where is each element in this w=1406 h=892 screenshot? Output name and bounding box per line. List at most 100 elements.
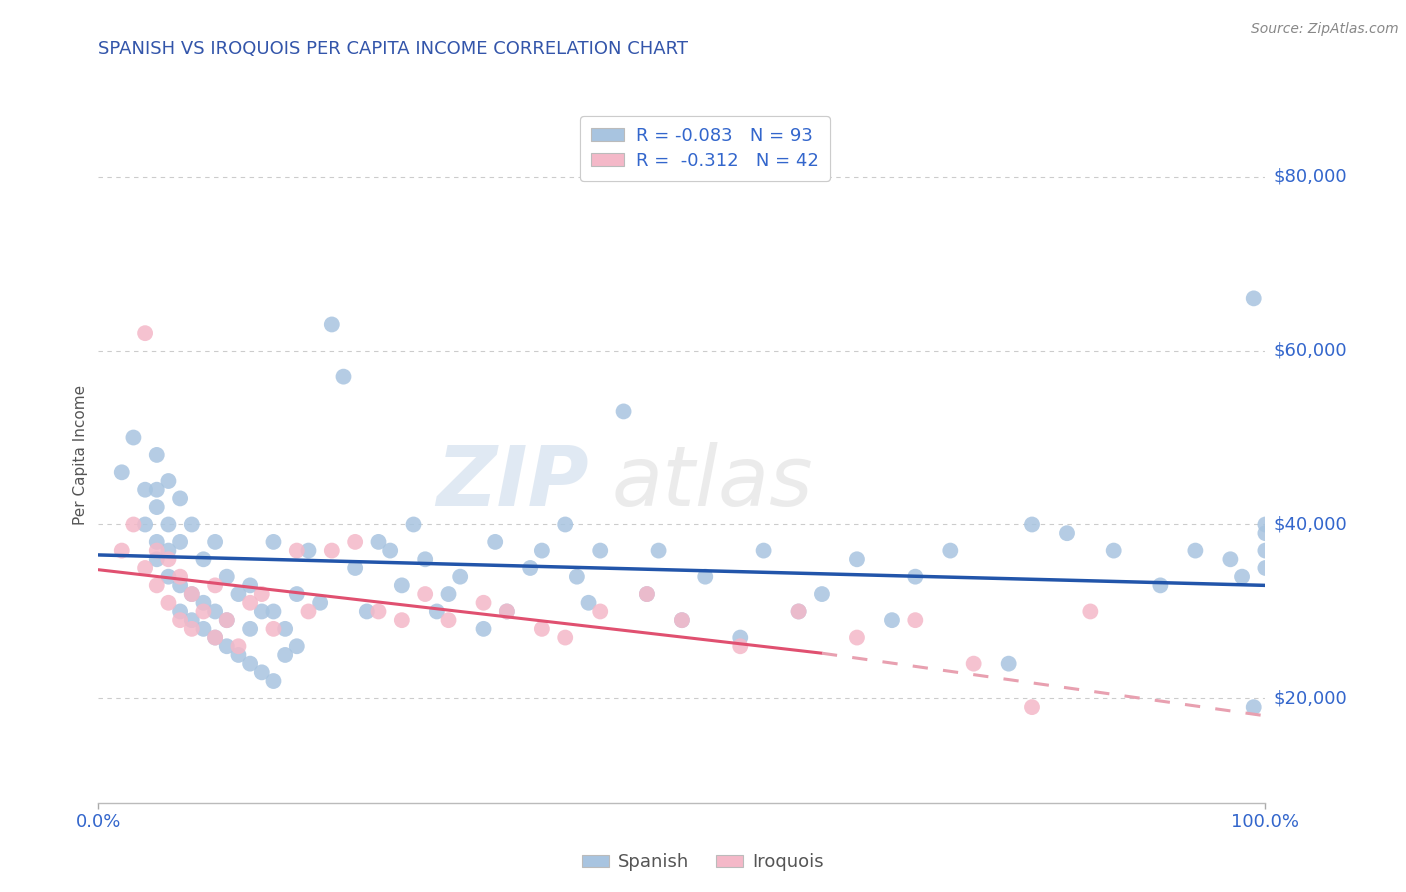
Point: [367, 605, 389, 619]
Point: [962, 657, 984, 671]
Point: [111, 543, 134, 558]
Point: [367, 534, 389, 549]
Point: [239, 578, 262, 592]
Point: [413, 587, 436, 601]
Point: [519, 561, 541, 575]
Point: [589, 605, 612, 619]
Point: [146, 448, 169, 462]
Point: [997, 657, 1019, 671]
Point: [344, 534, 367, 549]
Point: [146, 543, 169, 558]
Point: [215, 639, 238, 653]
Point: [565, 570, 588, 584]
Point: [146, 500, 169, 514]
Point: [204, 631, 226, 645]
Point: [146, 534, 169, 549]
Point: [250, 587, 273, 601]
Point: [169, 613, 191, 627]
Point: [1243, 291, 1265, 305]
Point: [228, 587, 250, 601]
Point: [169, 570, 191, 584]
Point: [157, 596, 180, 610]
Point: [647, 543, 669, 558]
Point: [169, 605, 191, 619]
Text: Source: ZipAtlas.com: Source: ZipAtlas.com: [1251, 22, 1399, 37]
Point: [321, 318, 343, 332]
Point: [554, 517, 576, 532]
Legend: Spanish, Iroquois: Spanish, Iroquois: [575, 847, 831, 879]
Point: [378, 543, 402, 558]
Point: [262, 534, 284, 549]
Point: [239, 657, 262, 671]
Legend: R = -0.083   N = 93, R =  -0.312   N = 42: R = -0.083 N = 93, R = -0.312 N = 42: [581, 116, 830, 181]
Point: [636, 587, 658, 601]
Point: [285, 543, 308, 558]
Point: [180, 587, 202, 601]
Point: [204, 631, 226, 645]
Point: [1021, 517, 1043, 532]
Point: [671, 613, 693, 627]
Point: [1184, 543, 1206, 558]
Point: [157, 543, 180, 558]
Point: [250, 605, 273, 619]
Point: [193, 596, 215, 610]
Point: [180, 613, 202, 627]
Point: [193, 622, 215, 636]
Text: SPANISH VS IROQUOIS PER CAPITA INCOME CORRELATION CHART: SPANISH VS IROQUOIS PER CAPITA INCOME CO…: [98, 40, 689, 58]
Point: [1021, 700, 1043, 714]
Point: [495, 605, 517, 619]
Point: [157, 474, 180, 488]
Point: [472, 596, 495, 610]
Point: [356, 605, 378, 619]
Point: [845, 552, 868, 566]
Point: [437, 587, 460, 601]
Point: [250, 665, 273, 680]
Point: [1254, 517, 1277, 532]
Point: [413, 552, 436, 566]
Point: [880, 613, 903, 627]
Point: [204, 578, 226, 592]
Point: [1243, 700, 1265, 714]
Point: [530, 543, 553, 558]
Point: [146, 578, 169, 592]
Text: atlas: atlas: [612, 442, 814, 524]
Text: $60,000: $60,000: [1274, 342, 1347, 359]
Text: $80,000: $80,000: [1274, 168, 1347, 186]
Point: [274, 622, 297, 636]
Point: [169, 578, 191, 592]
Point: [730, 631, 752, 645]
Point: [578, 596, 600, 610]
Point: [426, 605, 449, 619]
Point: [787, 605, 810, 619]
Point: [904, 570, 927, 584]
Point: [589, 543, 612, 558]
Point: [239, 596, 262, 610]
Point: [193, 605, 215, 619]
Point: [811, 587, 834, 601]
Point: [204, 605, 226, 619]
Point: [297, 605, 319, 619]
Point: [671, 613, 693, 627]
Point: [122, 517, 145, 532]
Point: [285, 639, 308, 653]
Point: [262, 622, 284, 636]
Point: [391, 613, 413, 627]
Point: [1149, 578, 1171, 592]
Point: [134, 326, 156, 341]
Point: [157, 570, 180, 584]
Point: [1254, 561, 1277, 575]
Point: [193, 552, 215, 566]
Point: [180, 622, 202, 636]
Point: [1254, 543, 1277, 558]
Point: [180, 517, 202, 532]
Point: [1080, 605, 1102, 619]
Point: [228, 639, 250, 653]
Point: [285, 587, 308, 601]
Point: [215, 570, 238, 584]
Point: [309, 596, 332, 610]
Text: $40,000: $40,000: [1274, 516, 1347, 533]
Point: [122, 431, 145, 445]
Point: [157, 517, 180, 532]
Point: [1219, 552, 1241, 566]
Point: [437, 613, 460, 627]
